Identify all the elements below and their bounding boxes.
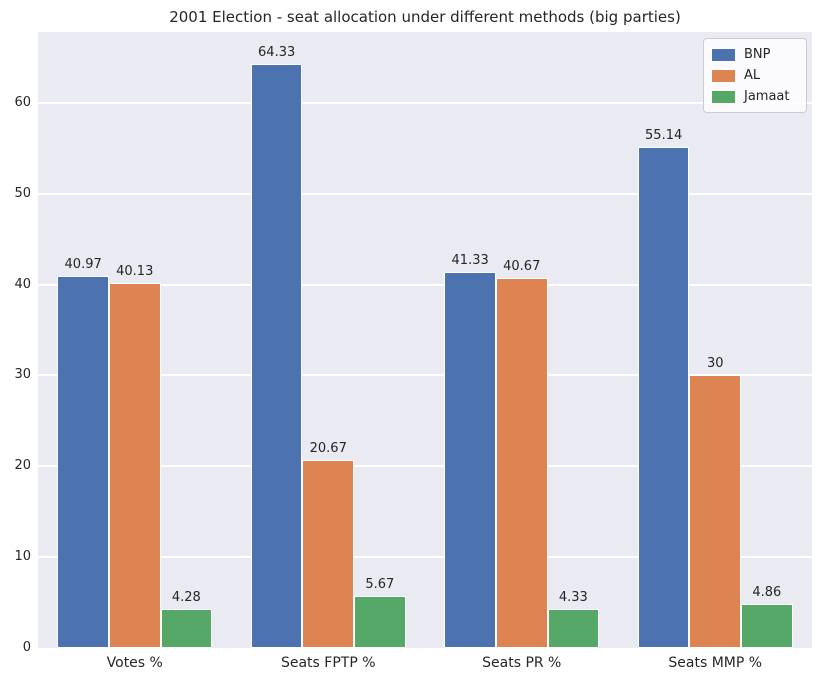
- legend-item-jamaat: Jamaat: [711, 86, 798, 107]
- bar-bnp-votes-: [57, 275, 109, 648]
- bar-al-votes-: [108, 283, 161, 648]
- legend-swatch-icon: [711, 89, 736, 104]
- legend-label: Jamaat: [744, 89, 790, 104]
- gridline: [38, 192, 812, 195]
- x-tick-label: Seats FPTP %: [280, 655, 376, 671]
- legend-label: AL: [744, 68, 761, 83]
- bar-jamaat-votes-: [160, 609, 213, 648]
- y-tick-label: 30: [14, 367, 31, 383]
- bar-value-label: 5.67: [365, 577, 395, 593]
- y-tick-label: 60: [14, 94, 31, 110]
- x-tick-label: Seats PR %: [482, 655, 562, 671]
- bar-jamaat-seats-fptp-: [354, 596, 406, 648]
- x-tick-label: Seats MMP %: [668, 655, 763, 671]
- x-tick-label: Votes %: [106, 655, 163, 671]
- bar-bnp-seats-fptp-: [250, 63, 303, 648]
- bar-value-label: 64.33: [258, 44, 296, 60]
- gridline: [38, 101, 812, 104]
- gridline: [38, 283, 812, 286]
- legend-label: BNP: [744, 47, 771, 62]
- gridline: [38, 374, 812, 377]
- legend-swatch-icon: [711, 47, 736, 62]
- bar-value-label: 4.28: [171, 590, 201, 606]
- legend-item-al: AL: [711, 65, 798, 86]
- legend-swatch-icon: [711, 68, 736, 83]
- gridline: [38, 465, 812, 468]
- bar-value-label: 4.33: [558, 589, 588, 605]
- bar-bnp-seats-pr-: [444, 272, 496, 648]
- bar-value-label: 41.33: [451, 253, 489, 269]
- chart-title: 2001 Election - seat allocation under di…: [169, 8, 681, 26]
- y-tick-label: 20: [14, 458, 31, 474]
- bar-jamaat-seats-mmp-: [741, 603, 793, 648]
- bar-value-label: 40.13: [116, 264, 154, 280]
- bar-value-label: 55.14: [645, 128, 683, 144]
- gridline: [38, 556, 812, 559]
- bar-al-seats-mmp-: [689, 375, 742, 648]
- bar-bnp-seats-mmp-: [637, 147, 690, 648]
- bar-al-seats-pr-: [495, 278, 548, 648]
- y-tick-label: 50: [14, 185, 31, 201]
- y-tick-label: 10: [14, 549, 31, 565]
- bar-value-label: 40.67: [503, 259, 541, 275]
- plot-area: [38, 32, 812, 648]
- bar-value-label: 20.67: [309, 441, 347, 457]
- bar-value-label: 30: [706, 356, 724, 372]
- bar-al-seats-fptp-: [302, 460, 355, 648]
- bar-value-label: 40.97: [64, 256, 102, 272]
- bar-jamaat-seats-pr-: [547, 608, 600, 648]
- legend-item-bnp: BNP: [711, 44, 798, 65]
- bar-value-label: 4.86: [752, 584, 782, 600]
- legend: BNP AL Jamaat: [703, 38, 807, 113]
- y-tick-label: 40: [14, 276, 31, 292]
- y-tick-label: 0: [22, 640, 31, 655]
